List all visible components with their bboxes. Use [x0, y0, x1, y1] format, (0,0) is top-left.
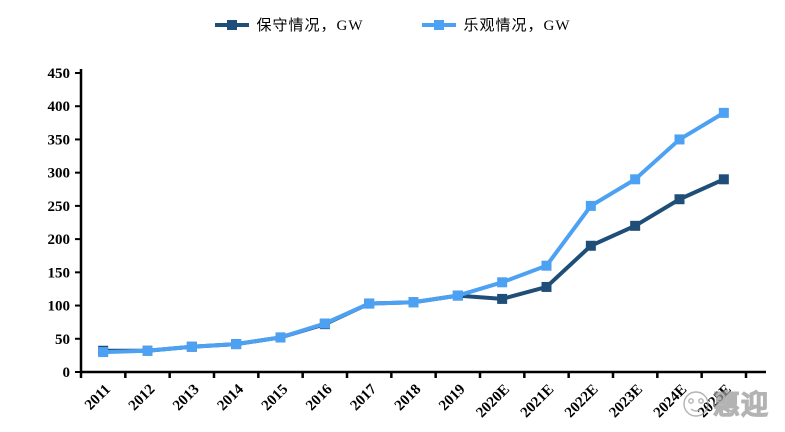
svg-text:450: 450 — [48, 66, 71, 82]
svg-text:50: 50 — [55, 332, 70, 348]
svg-text:2023E: 2023E — [606, 382, 646, 422]
svg-text:250: 250 — [48, 199, 71, 215]
svg-text:100: 100 — [48, 299, 71, 315]
svg-text:2013: 2013 — [170, 382, 203, 415]
svg-text:200: 200 — [48, 232, 71, 248]
svg-text:2024E: 2024E — [651, 382, 691, 422]
svg-text:300: 300 — [48, 166, 71, 182]
legend-marker-conservative — [214, 19, 249, 30]
svg-text:2012: 2012 — [126, 382, 159, 415]
svg-text:2019: 2019 — [436, 382, 469, 415]
svg-text:0: 0 — [63, 365, 71, 381]
chart-legend: 保守情况，GW 乐观情况，GW — [0, 14, 785, 35]
svg-text:2014: 2014 — [214, 381, 247, 414]
svg-text:2011: 2011 — [82, 382, 114, 414]
legend-label-conservative: 保守情况，GW — [256, 18, 364, 34]
svg-text:2017: 2017 — [347, 381, 380, 414]
svg-text:2020E: 2020E — [473, 382, 513, 422]
legend-marker-optimistic — [421, 19, 456, 30]
svg-text:350: 350 — [48, 132, 71, 148]
svg-text:400: 400 — [48, 99, 71, 115]
svg-text:150: 150 — [48, 265, 71, 281]
svg-text:2021E: 2021E — [518, 382, 558, 422]
svg-text:2018: 2018 — [392, 382, 425, 415]
legend-label-optimistic: 乐观情况，GW — [463, 18, 571, 34]
svg-text:2025E: 2025E — [695, 382, 735, 422]
svg-text:2016: 2016 — [303, 381, 336, 414]
legend-item-conservative: 保守情况，GW — [214, 14, 364, 35]
legend-item-optimistic: 乐观情况，GW — [421, 14, 571, 35]
svg-text:2015: 2015 — [259, 382, 292, 415]
svg-text:2022E: 2022E — [562, 382, 602, 422]
